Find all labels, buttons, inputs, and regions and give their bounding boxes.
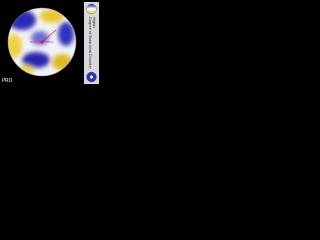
legend-icon	[90, 75, 93, 79]
region	[40, 9, 64, 23]
region	[58, 22, 74, 46]
legend-high: Higher	[92, 17, 96, 29]
region	[22, 52, 50, 68]
legend-icon	[90, 7, 93, 11]
screenshot: PRO Higher Degree of Rotational Disorder	[0, 0, 100, 86]
disc-outline	[7, 7, 77, 77]
center-point	[40, 40, 44, 44]
region	[8, 34, 22, 58]
center-marker	[41, 29, 57, 43]
legend-title: Degree of Rotational Disorder	[88, 17, 92, 70]
page: PRO Higher Degree of Rotational Disorder…	[0, 0, 320, 86]
legend-panel	[84, 2, 99, 84]
region	[31, 31, 49, 45]
label: PRO	[2, 78, 12, 84]
